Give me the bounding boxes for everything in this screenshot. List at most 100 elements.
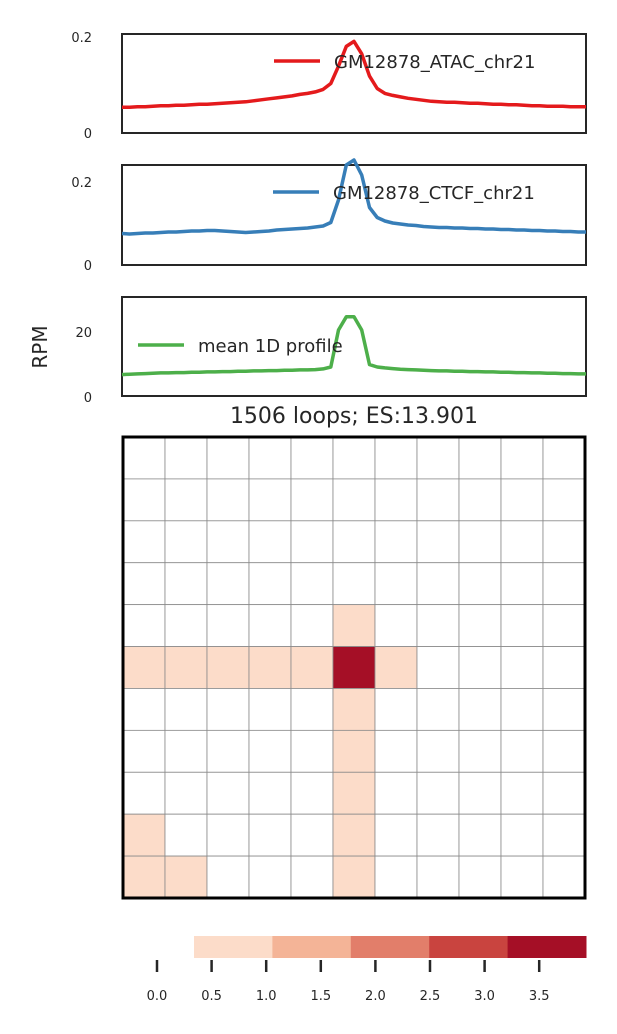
ytick-mean-bottom: 0 <box>84 391 92 406</box>
heatmap-cell <box>206 729 250 773</box>
colorbar-segment <box>429 936 509 958</box>
heatmap-cell <box>374 771 418 815</box>
heatmap-cell <box>416 729 460 773</box>
heatmap-cell <box>248 604 292 647</box>
heatmap-cell <box>374 688 418 731</box>
heatmap-frame <box>121 435 587 900</box>
ytick-atac-top: 0.2 <box>71 31 92 46</box>
heatmap-cell <box>122 520 166 564</box>
heatmap-cell <box>248 688 292 731</box>
heatmap-cell <box>290 478 334 522</box>
heatmap-cell <box>290 520 334 564</box>
heatmap-cell <box>290 729 334 773</box>
heatmap-cell <box>542 729 586 773</box>
heatmap-cell <box>416 604 460 647</box>
y-axis-label: RPM <box>28 325 52 368</box>
legend-ctcf-label: GM12878_CTCF_chr21 <box>333 183 535 204</box>
colorbar-tick-label: 2.0 <box>365 989 386 1004</box>
heatmap-cell <box>458 562 502 606</box>
heatmap-cell <box>290 855 334 899</box>
colorbar-tick-label: 0.5 <box>201 989 222 1004</box>
heatmap-cell <box>542 646 586 689</box>
heatmap-cell <box>164 562 208 606</box>
heatmap-cell <box>542 813 586 857</box>
heatmap-cell <box>332 855 376 899</box>
heatmap-cell <box>374 646 418 689</box>
heatmap-cell <box>542 436 586 480</box>
colorbar-ticks: 0.0 0.5 1.0 1.5 2.0 2.5 3.0 3.5 <box>147 960 550 1004</box>
heatmap-cell <box>416 478 460 522</box>
colorbar-tick-label: 0.0 <box>147 989 168 1004</box>
atac-line <box>122 39 586 110</box>
heatmap-cell <box>122 562 166 606</box>
heatmap-cell <box>542 520 586 564</box>
heatmap-cell <box>542 562 586 606</box>
colorbar-tick-label: 2.5 <box>420 989 441 1004</box>
heatmap-cell <box>500 646 544 689</box>
heatmap-cell <box>332 520 376 564</box>
heatmap-cell <box>248 478 292 522</box>
panel-mean: 20 0 mean 1D profile RPM <box>28 296 587 406</box>
heatmap-cell <box>332 688 376 731</box>
heatmap-cell <box>122 604 166 647</box>
heatmap-cell <box>416 813 460 857</box>
heatmap-cell <box>332 646 376 689</box>
heatmap-cell <box>164 478 208 522</box>
heatmap-cell <box>416 520 460 564</box>
heatmap-cell <box>248 813 292 857</box>
legend-atac-label: GM12878_ATAC_chr21 <box>334 52 535 73</box>
heatmap-cell <box>332 478 376 522</box>
panel-mean-frame <box>121 296 587 397</box>
heatmap-cell <box>164 813 208 857</box>
heatmap-cell <box>122 771 166 815</box>
heatmap-cell <box>206 436 250 480</box>
heatmap-cell <box>206 646 250 689</box>
heatmap-cell <box>374 436 418 480</box>
heatmap-cell <box>332 562 376 606</box>
colorbar-segment <box>194 936 273 958</box>
heatmap-title: 1506 loops; ES:13.901 <box>230 404 478 429</box>
heatmap-cell <box>332 813 376 857</box>
heatmap-cell <box>332 771 376 815</box>
heatmap-cell <box>206 855 250 899</box>
ytick-atac-bottom: 0 <box>84 127 92 142</box>
heatmap-cell <box>164 771 208 815</box>
heatmap-cell <box>416 562 460 606</box>
colorbar-tick-label: 3.5 <box>529 989 550 1004</box>
heatmap-cell <box>500 604 544 647</box>
heatmap-cell <box>248 520 292 564</box>
heatmap-cell <box>164 688 208 731</box>
heatmap-cell <box>206 520 250 564</box>
heatmap-cell <box>374 520 418 564</box>
heatmap-cell <box>458 813 502 857</box>
heatmap-cell <box>248 729 292 773</box>
heatmap-cell <box>248 562 292 606</box>
heatmap-cell <box>164 604 208 647</box>
heatmap-cell <box>122 813 166 857</box>
heatmap-cell <box>458 436 502 480</box>
ytick-ctcf-top: 0.2 <box>71 176 92 191</box>
heatmap-cell <box>290 688 334 731</box>
colorbar-segment <box>507 936 587 958</box>
heatmap-cell <box>332 436 376 480</box>
heatmap-cell <box>164 520 208 564</box>
heatmap-cell <box>206 771 250 815</box>
heatmap-cell <box>374 855 418 899</box>
heatmap-cell <box>374 813 418 857</box>
heatmap-cell <box>122 436 166 480</box>
panel-atac-frame <box>121 33 587 134</box>
panel-ctcf-frame <box>121 164 587 266</box>
ctcf-line <box>121 158 586 236</box>
colorbar-tick-label: 3.0 <box>474 989 495 1004</box>
heatmap-cell <box>500 562 544 606</box>
heatmap-cell <box>164 436 208 480</box>
heatmap-cell <box>374 478 418 522</box>
panel-atac: 0.2 0 GM12878_ATAC_chr21 <box>71 31 587 142</box>
heatmap-cell <box>416 646 460 689</box>
heatmap-cell <box>458 688 502 731</box>
colorbar-tick-label: 1.0 <box>256 989 277 1004</box>
heatmap-cell <box>248 771 292 815</box>
heatmap-cell <box>374 729 418 773</box>
colorbar-segment <box>272 936 352 958</box>
heatmap-cell <box>122 729 166 773</box>
